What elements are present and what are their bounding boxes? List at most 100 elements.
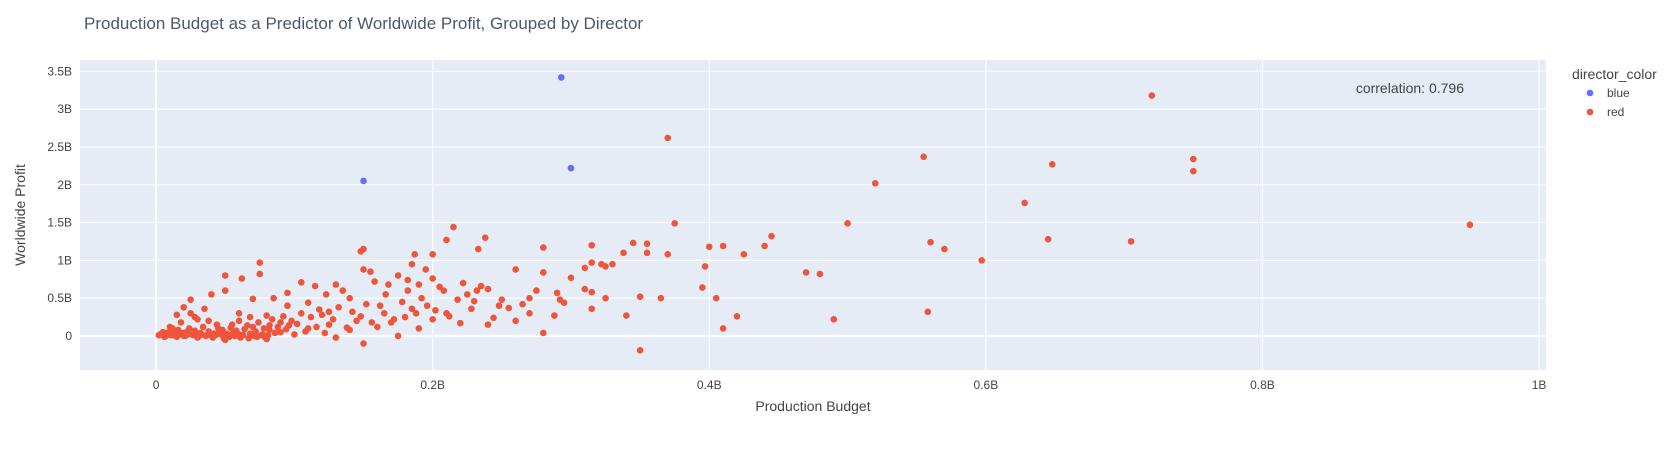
data-point-red[interactable] xyxy=(429,316,436,323)
data-point-red[interactable] xyxy=(719,325,727,332)
data-point-red[interactable] xyxy=(1127,238,1135,245)
data-point-red[interactable] xyxy=(325,321,333,328)
data-point-red[interactable] xyxy=(1148,92,1156,99)
data-point-red[interactable] xyxy=(357,247,365,255)
data-point-red[interactable] xyxy=(423,302,431,310)
data-point-red[interactable] xyxy=(733,313,741,320)
data-point-red[interactable] xyxy=(343,324,351,331)
data-point-red[interactable] xyxy=(321,329,329,337)
data-point-red[interactable] xyxy=(540,244,547,251)
data-point-red[interactable] xyxy=(221,287,229,294)
data-point-blue[interactable] xyxy=(557,74,565,81)
data-point-red[interactable] xyxy=(325,308,333,316)
data-point-red[interactable] xyxy=(481,234,489,241)
data-point-red[interactable] xyxy=(307,313,315,321)
data-point-red[interactable] xyxy=(412,309,420,317)
data-point-red[interactable] xyxy=(187,309,194,317)
data-point-red[interactable] xyxy=(620,249,627,257)
data-point-red[interactable] xyxy=(408,305,416,313)
data-point-red[interactable] xyxy=(199,323,207,331)
data-point-red[interactable] xyxy=(277,328,284,336)
data-point-red[interactable] xyxy=(567,274,575,282)
data-point-red[interactable] xyxy=(602,294,609,302)
data-point-red[interactable] xyxy=(291,331,298,338)
data-point-red[interactable] xyxy=(260,325,268,332)
data-point-red[interactable] xyxy=(463,291,471,298)
data-point-red[interactable] xyxy=(475,245,482,253)
data-point-red[interactable] xyxy=(477,282,485,290)
data-point-red[interactable] xyxy=(263,312,271,319)
data-point-red[interactable] xyxy=(581,285,589,293)
data-point-red[interactable] xyxy=(382,291,389,298)
data-point-red[interactable] xyxy=(588,288,596,296)
data-point-red[interactable] xyxy=(208,291,215,298)
data-point-red[interactable] xyxy=(768,232,775,240)
data-point-red[interactable] xyxy=(712,294,720,302)
data-point-red[interactable] xyxy=(380,309,388,317)
data-point-red[interactable] xyxy=(266,326,273,334)
data-point-red[interactable] xyxy=(401,313,409,321)
data-point-red[interactable] xyxy=(304,299,312,307)
data-point-red[interactable] xyxy=(297,278,305,286)
data-point-red[interactable] xyxy=(1044,235,1052,243)
data-point-red[interactable] xyxy=(450,223,457,231)
data-point-red[interactable] xyxy=(332,281,340,288)
data-point-red[interactable] xyxy=(394,272,402,279)
data-point-red[interactable] xyxy=(505,304,513,312)
data-point-red[interactable] xyxy=(293,320,301,328)
data-point-red[interactable] xyxy=(318,311,326,319)
data-point-red[interactable] xyxy=(588,241,596,249)
data-point-red[interactable] xyxy=(533,287,540,294)
data-point-red[interactable] xyxy=(429,251,436,258)
data-point-red[interactable] xyxy=(802,269,810,276)
data-point-red[interactable] xyxy=(256,259,264,266)
data-point-red[interactable] xyxy=(315,306,323,313)
data-point-red[interactable] xyxy=(374,323,381,331)
data-point-red[interactable] xyxy=(394,332,402,340)
data-point-red[interactable] xyxy=(512,317,519,325)
data-point-red[interactable] xyxy=(978,257,986,264)
data-point-red[interactable] xyxy=(268,316,276,323)
data-point-red[interactable] xyxy=(332,334,340,341)
data-point-red[interactable] xyxy=(184,331,192,338)
data-point-red[interactable] xyxy=(701,263,709,270)
data-point-red[interactable] xyxy=(920,153,927,161)
data-point-red[interactable] xyxy=(371,278,378,285)
plot-area[interactable] xyxy=(80,60,1546,370)
data-point-red[interactable] xyxy=(459,279,467,287)
data-point-red[interactable] xyxy=(255,319,262,326)
data-point-red[interactable] xyxy=(415,325,423,332)
data-point-red[interactable] xyxy=(244,322,251,329)
data-point-red[interactable] xyxy=(740,251,748,258)
data-point-red[interactable] xyxy=(560,299,568,307)
legend-label-blue[interactable]: blue xyxy=(1607,86,1630,100)
data-point-red[interactable] xyxy=(844,220,851,227)
data-point-red[interactable] xyxy=(1021,199,1028,207)
data-point-red[interactable] xyxy=(322,291,330,298)
data-point-blue[interactable] xyxy=(567,164,575,172)
data-point-red[interactable] xyxy=(443,236,450,244)
data-point-red[interactable] xyxy=(581,264,589,272)
data-point-red[interactable] xyxy=(1190,167,1197,175)
data-point-red[interactable] xyxy=(719,242,727,250)
data-point-red[interactable] xyxy=(288,317,295,325)
data-point-red[interactable] xyxy=(284,302,291,310)
data-point-red[interactable] xyxy=(228,321,236,328)
data-point-blue[interactable] xyxy=(360,177,367,185)
data-point-red[interactable] xyxy=(1048,161,1056,168)
data-point-red[interactable] xyxy=(187,296,194,303)
data-point-red[interactable] xyxy=(408,260,416,268)
data-point-red[interactable] xyxy=(816,270,824,278)
data-point-red[interactable] xyxy=(362,300,370,308)
data-point-red[interactable] xyxy=(484,285,492,293)
data-point-red[interactable] xyxy=(311,282,319,290)
data-point-red[interactable] xyxy=(245,334,253,342)
data-point-red[interactable] xyxy=(213,321,221,328)
data-point-red[interactable] xyxy=(313,323,320,331)
data-point-red[interactable] xyxy=(415,281,423,288)
data-point-red[interactable] xyxy=(422,266,430,273)
data-point-red[interactable] xyxy=(205,317,212,325)
legend-marker-red[interactable] xyxy=(1586,108,1594,116)
data-point-red[interactable] xyxy=(473,287,481,294)
data-point-red[interactable] xyxy=(390,316,398,323)
